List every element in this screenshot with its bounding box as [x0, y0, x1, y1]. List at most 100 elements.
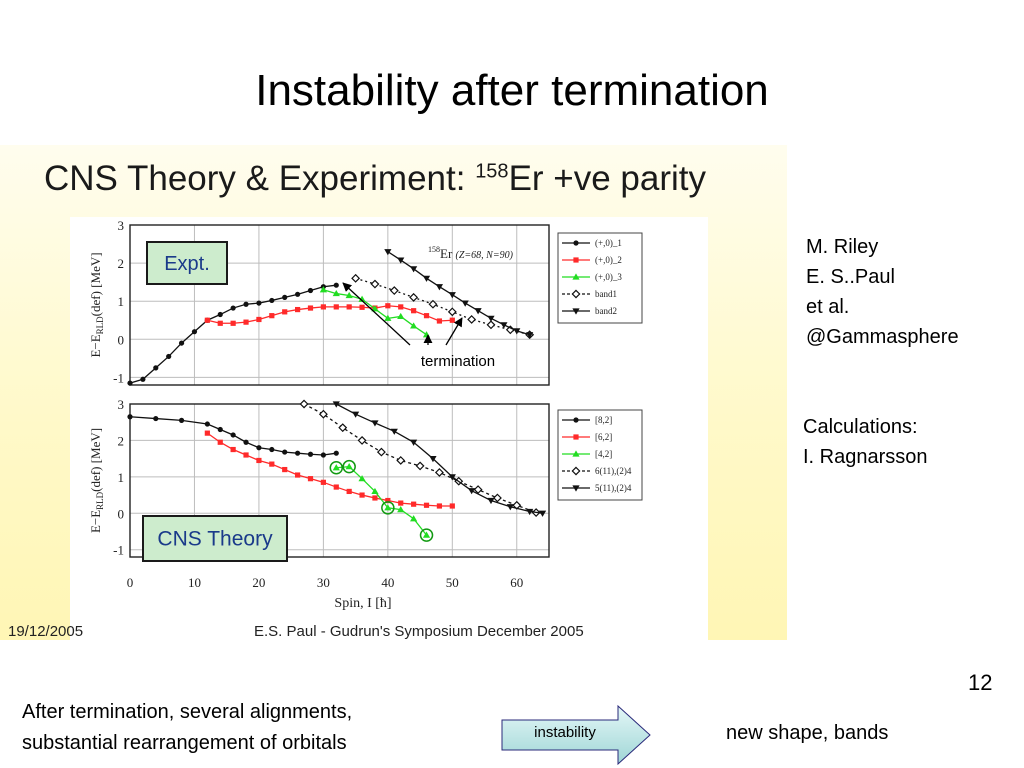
circled-point: [342, 459, 356, 474]
data-point: [384, 314, 392, 321]
data-point: [506, 504, 514, 511]
credit-line: et al.: [806, 296, 850, 318]
data-point: [269, 313, 275, 319]
data-point: [385, 303, 391, 309]
data-point: [423, 313, 430, 319]
data-point: [486, 320, 496, 330]
data-point: [230, 320, 236, 326]
plot-frame: [129, 224, 550, 386]
data-point: [217, 439, 223, 445]
data-point: [178, 417, 185, 423]
data-point: [410, 439, 418, 446]
data-point: [422, 531, 431, 538]
data-point: [573, 417, 579, 423]
y-tick-label: 3: [118, 397, 125, 412]
data-point: [409, 292, 419, 302]
page-number: 12: [968, 670, 993, 695]
data-point: [398, 304, 404, 310]
data-point: [371, 420, 379, 427]
y-tick-label: 0: [118, 332, 125, 347]
data-point: [338, 423, 348, 433]
data-point: [487, 497, 495, 505]
data-point: [384, 504, 392, 511]
data-point: [467, 315, 477, 324]
figure-title: CNS Theory & Experiment: 158Er +ve parit…: [44, 159, 707, 198]
data-point: [319, 286, 327, 293]
x-tick-label: 30: [317, 575, 330, 590]
data-point: [428, 299, 438, 309]
data-point: [572, 485, 580, 492]
bottom-text: After termination, several alignments, s…: [22, 697, 352, 759]
bottom-line: After termination, several alignments,: [22, 701, 353, 723]
data-point: [411, 501, 417, 507]
data-point: [461, 300, 469, 307]
data-point: [513, 328, 521, 335]
legend-entry: [6,2]: [595, 432, 612, 442]
calc-line: Calculations:: [803, 416, 918, 438]
expt-label-box: [146, 241, 228, 285]
data-point: [269, 297, 275, 304]
series-line: [335, 403, 543, 514]
series-line: [129, 284, 337, 384]
data-point: [204, 317, 210, 323]
data-point: [415, 461, 425, 471]
x-axis-label: Spin, I [ħ]: [334, 596, 391, 611]
data-point: [295, 472, 301, 478]
data-point: [307, 305, 314, 311]
data-point: [269, 461, 275, 467]
data-point: [447, 307, 457, 317]
legend-entry: (+,0)_3: [595, 272, 622, 282]
y-tick-label: 1: [118, 470, 125, 485]
data-point: [204, 430, 210, 436]
data-point: [487, 315, 495, 322]
cns-theory-label-box: [142, 515, 288, 562]
data-point: [256, 457, 262, 464]
data-point: [166, 353, 172, 360]
series-line: [355, 277, 530, 336]
data-point: [410, 515, 418, 522]
data-point: [217, 320, 223, 326]
data-point: [230, 305, 236, 311]
legend-entry: 5(11),(2)4: [595, 483, 632, 493]
x-tick-label: 20: [252, 575, 265, 590]
data-point: [448, 474, 456, 481]
data-point: [140, 376, 146, 382]
data-point: [572, 273, 580, 280]
data-point: [359, 304, 365, 310]
data-point: [345, 291, 353, 299]
data-point: [390, 428, 398, 435]
data-point: [299, 399, 309, 409]
data-point: [351, 273, 361, 283]
data-point: [358, 295, 366, 302]
data-point: [357, 435, 367, 445]
data-point: [178, 340, 185, 346]
data-point: [282, 294, 288, 300]
termination-annotation: termination: [421, 353, 495, 370]
data-point: [398, 500, 404, 506]
legend-entry: band1: [595, 289, 617, 299]
data-point: [448, 292, 456, 299]
data-point: [422, 275, 431, 282]
legend-entry: band2: [595, 306, 617, 316]
y-axis-label: E−ERLD(def) [MeV]: [88, 252, 105, 357]
data-point: [217, 311, 223, 318]
data-point: [572, 450, 580, 457]
bottom-line: substantial rearrangement of orbitals: [22, 732, 347, 754]
data-point: [370, 279, 380, 289]
data-point: [397, 506, 405, 513]
data-point: [217, 426, 223, 433]
data-point: [332, 289, 340, 297]
data-point: [473, 485, 483, 495]
data-point: [422, 331, 431, 338]
data-point: [449, 317, 455, 323]
data-point: [352, 411, 360, 418]
data-point: [127, 414, 133, 420]
y-tick-label: -1: [113, 370, 124, 385]
data-point: [307, 287, 314, 294]
data-point: [307, 476, 314, 482]
expt-chart: -1 0 1 2 3 E−ERLD(def) [MeV] Expt. 158Er (Z=68,…: [88, 218, 643, 386]
data-point: [423, 502, 430, 508]
data-point: [384, 249, 392, 256]
data-point: [243, 301, 249, 307]
data-point: [282, 449, 288, 455]
